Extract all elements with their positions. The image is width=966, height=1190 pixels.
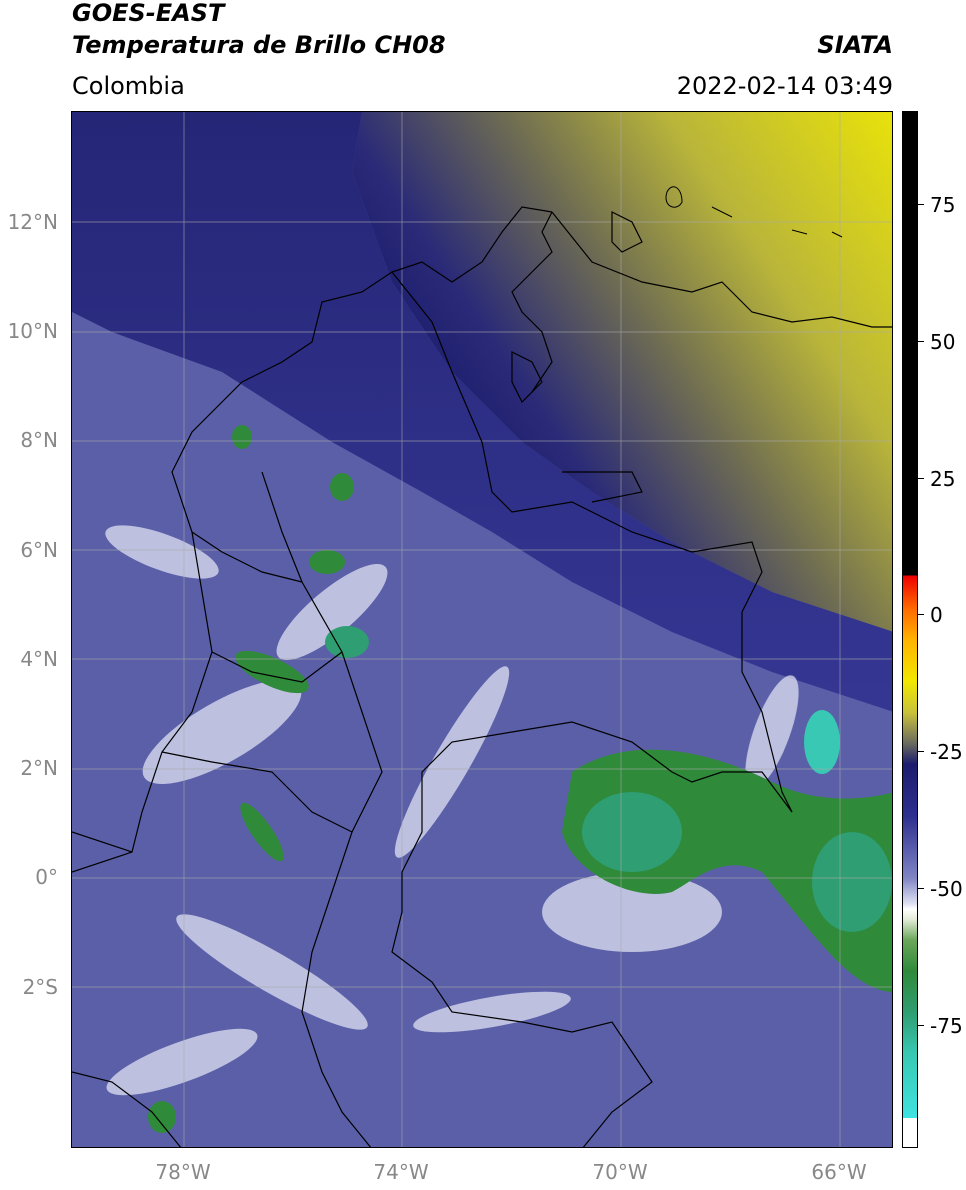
lat-label-2s: 2°S	[22, 975, 58, 999]
country-borders	[72, 206, 892, 1147]
lon-label-74w: 74°W	[373, 1160, 429, 1184]
lat-label-6n: 6°N	[20, 538, 58, 562]
colorbar-label-minus75: -75	[930, 1014, 963, 1038]
product-title: Temperatura de Brillo CH08	[72, 31, 446, 59]
lon-label-78w: 78°W	[155, 1160, 211, 1184]
region-label: Colombia	[72, 72, 185, 100]
graticule	[72, 112, 892, 1147]
colorbar-tick	[918, 204, 924, 205]
colorbar-tick	[918, 1025, 924, 1026]
colorbar-label-minus25: -25	[930, 740, 963, 764]
colorbar-label-50: 50	[930, 330, 956, 354]
colorbar-tick	[918, 478, 924, 479]
agency-label: SIATA	[817, 31, 893, 59]
warm-region	[352, 112, 892, 632]
satellite-title: GOES-EAST	[72, 0, 225, 27]
navy-band	[72, 112, 892, 712]
lat-label-4n: 4°N	[20, 647, 58, 671]
colorbar-tick	[918, 888, 924, 889]
colorbar-label-25: 25	[930, 467, 956, 491]
colorbar-tick	[918, 341, 924, 342]
lon-label-66w: 66°W	[811, 1160, 867, 1184]
lat-label-8n: 8°N	[20, 428, 58, 452]
light-clouds	[105, 525, 799, 1096]
map-canvas	[72, 112, 892, 1147]
lat-label-0: 0°	[35, 865, 58, 889]
colorbar-label-minus50: -50	[930, 877, 963, 901]
colorbar-label-0: 0	[930, 603, 943, 627]
satellite-map[interactable]	[71, 111, 893, 1148]
lat-label-12n: 12°N	[7, 210, 58, 234]
colorbar-tick	[918, 751, 924, 752]
colorbar-tick	[918, 614, 924, 615]
islands	[665, 186, 843, 238]
cold-cloud-tops	[148, 425, 892, 1133]
lat-label-10n: 10°N	[7, 319, 58, 343]
lon-label-70w: 70°W	[592, 1160, 648, 1184]
colorbar	[902, 111, 918, 1148]
datetime-label: 2022-02-14 03:49	[676, 72, 893, 100]
colorbar-label-75: 75	[930, 193, 956, 217]
lat-label-2n: 2°N	[20, 756, 58, 780]
